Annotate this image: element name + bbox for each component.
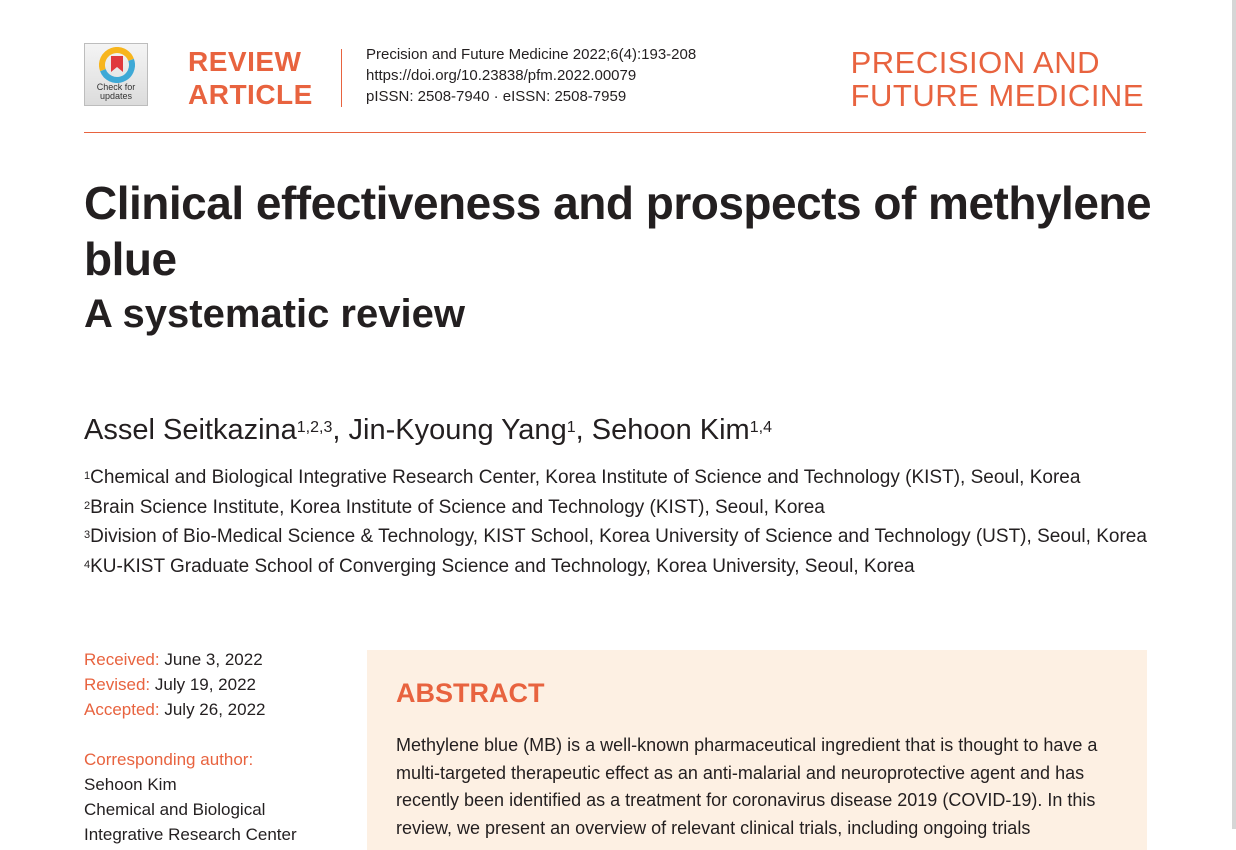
affiliation-item: 4KU-KIST Graduate School of Converging S…: [84, 552, 1147, 582]
accepted-value: July 26, 2022: [164, 700, 266, 719]
affiliation-text: Brain Science Institute, Korea Institute…: [90, 496, 825, 518]
author-name: Assel Seitkazina: [84, 414, 297, 446]
revised-value: July 19, 2022: [154, 675, 257, 694]
journal-logo: PRECISION AND FUTURE MEDICINE: [850, 45, 1144, 113]
abstract-heading: ABSTRACT: [396, 678, 545, 708]
affiliation-item: 1Chemical and Biological Integrative Res…: [84, 463, 1147, 493]
affiliation-text: KU-KIST Graduate School of Converging Sc…: [90, 555, 915, 577]
corresponding-author-name: Sehoon Kim: [84, 775, 177, 794]
corresponding-author-label: Corresponding author:: [84, 750, 254, 769]
affiliation-list: 1Chemical and Biological Integrative Res…: [84, 463, 1147, 581]
affiliation-number: 2: [84, 499, 91, 512]
received-label: Received:: [84, 650, 160, 669]
abstract-text: Methylene blue (MB) is a well-known phar…: [396, 735, 1098, 838]
author-list: Assel Seitkazina1,2,3, Jin-Kyoung Yang1,…: [84, 410, 772, 450]
article-type-label: REVIEW ARTICLE: [188, 46, 313, 110]
corresponding-author-address: Integrative Research Center: [84, 825, 297, 844]
affiliation-item: 2Brain Science Institute, Korea Institut…: [84, 493, 1147, 523]
page-edge: [1232, 0, 1236, 829]
author-affiliation-marker: 1: [566, 419, 576, 436]
affiliation-number: 4: [84, 558, 91, 571]
author-name: Sehoon Kim: [591, 414, 750, 446]
received-date: Received: June 3, 2022: [84, 647, 344, 672]
header-rule: [84, 132, 1146, 133]
accepted-date: Accepted: July 26, 2022: [84, 697, 344, 722]
crossmark-label: Check for updates: [96, 82, 136, 101]
affiliation-number: 1: [84, 470, 91, 482]
affiliation-text: Chemical and Biological Integrative Rese…: [90, 467, 1081, 488]
received-value: June 3, 2022: [164, 650, 263, 669]
journal-citation-block: Precision and Future Medicine 2022;6(4):…: [366, 44, 786, 107]
corresponding-author-address: Chemical and Biological: [84, 800, 266, 819]
author-separator: ,: [332, 414, 349, 446]
revised-label: Revised:: [84, 675, 151, 694]
affiliation-item: 3Division of Bio-Medical Science & Techn…: [84, 522, 1147, 552]
revised-date: Revised: July 19, 2022: [84, 672, 344, 697]
check-for-updates-badge[interactable]: Check for updates: [84, 43, 148, 106]
abstract-box: ABSTRACT Methylene blue (MB) is a well-k…: [367, 650, 1147, 850]
article-title: Clinical effectiveness and prospects of …: [84, 177, 1152, 285]
doi-link[interactable]: https://doi.org/10.23838/pfm.2022.00079: [366, 67, 637, 84]
affiliation-number: 3: [84, 529, 91, 541]
crossmark-icon: [99, 47, 135, 83]
author-name: Jin-Kyoung Yang: [348, 414, 567, 446]
author-affiliation-marker: 1,2,3: [296, 419, 333, 436]
issn: pISSN: 2508-7940 · eISSN: 2508-7959: [366, 88, 627, 105]
article-subtitle: A systematic review: [84, 292, 465, 336]
citation: Precision and Future Medicine 2022;6(4):…: [366, 46, 697, 63]
header-divider: [341, 49, 342, 107]
article-history: Received: June 3, 2022 Revised: July 19,…: [84, 647, 344, 847]
author-affiliation-marker: 1,4: [749, 419, 772, 436]
author-separator: ,: [575, 414, 592, 446]
affiliation-text: Division of Bio-Medical Science & Techno…: [90, 526, 1147, 547]
accepted-label: Accepted:: [84, 700, 160, 719]
